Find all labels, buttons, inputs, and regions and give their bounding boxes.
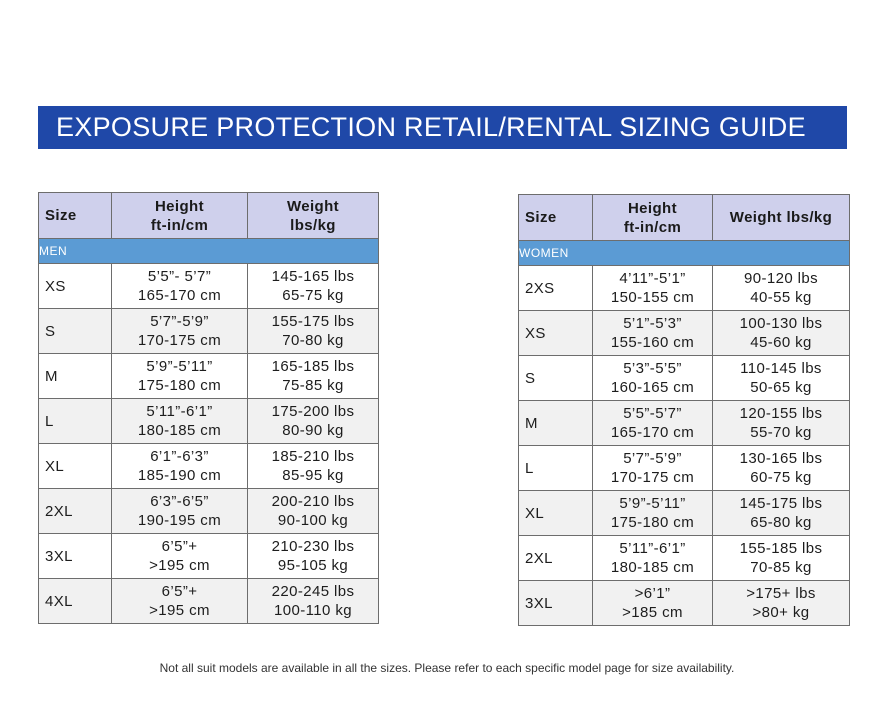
men-height-header: Height ft-in/cm — [111, 192, 248, 239]
size-cell: 2XL — [38, 488, 112, 534]
size-cell: L — [38, 398, 112, 444]
women-size-row: S 5’3”-5’5” 160-165 cm 110-145 lbs 50-65 kg — [518, 355, 850, 401]
weight-cell: 175-200 lbs 80-90 kg — [247, 398, 379, 444]
men-size-header: Size — [38, 192, 112, 239]
weight-cell: 100-130 lbs 45-60 kg — [712, 310, 850, 356]
size-cell: L — [518, 445, 593, 491]
weight-cell: 220-245 lbs 100-110 kg — [247, 578, 379, 624]
women-size-header: Size — [518, 194, 593, 241]
men-size-table: Size Height ft-in/cm Weight lbs/kg MEN XS 5… — [38, 192, 379, 624]
height-cell: 5’5”- 5’7” 165-170 cm — [111, 263, 248, 309]
size-cell: XS — [38, 263, 112, 309]
height-cell: 5’3”-5’5” 160-165 cm — [592, 355, 713, 401]
weight-cell: 130-165 lbs 60-75 kg — [712, 445, 850, 491]
guide-title-banner: EXPOSURE PROTECTION RETAIL/RENTAL SIZING… — [38, 106, 847, 149]
height-cell: 6’5”+ >195 cm — [111, 578, 248, 624]
men-size-row: 2XL 6’3”-6’5” 190-195 cm 200-210 lbs 90-100 … — [38, 488, 379, 534]
women-size-row: M 5’5”-5’7” 165-170 cm 120-155 lbs 55-70 kg — [518, 400, 850, 446]
women-section-bar: WOMEN — [518, 240, 850, 266]
size-cell: S — [518, 355, 593, 401]
men-section-label: MEN — [38, 238, 379, 264]
size-cell: XS — [518, 310, 593, 356]
men-size-row: M 5’9”-5’11” 175-180 cm 165-185 lbs 75-85 kg — [38, 353, 379, 399]
size-cell: 3XL — [518, 580, 593, 626]
men-section-bar: MEN — [38, 238, 379, 264]
size-cell: M — [38, 353, 112, 399]
weight-cell: 120-155 lbs 55-70 kg — [712, 400, 850, 446]
women-size-row: XL 5’9”-5’11” 175-180 cm 145-175 lbs 65-80 k… — [518, 490, 850, 536]
weight-cell: 145-175 lbs 65-80 kg — [712, 490, 850, 536]
size-cell: XL — [38, 443, 112, 489]
weight-cell: 90-120 lbs 40-55 kg — [712, 265, 850, 311]
height-cell: 5’7”-5’9” 170-175 cm — [111, 308, 248, 354]
weight-cell: 210-230 lbs 95-105 kg — [247, 533, 379, 579]
size-cell: XL — [518, 490, 593, 536]
size-availability-footnote: Not all suit models are available in all… — [159, 661, 735, 675]
size-cell: 3XL — [38, 533, 112, 579]
height-cell: 6’5”+ >195 cm — [111, 533, 248, 579]
women-height-header: Height ft-in/cm — [592, 194, 713, 241]
height-cell: 5’1”-5’3” 155-160 cm — [592, 310, 713, 356]
weight-cell: 145-165 lbs 65-75 kg — [247, 263, 379, 309]
height-cell: 5’9”-5’11” 175-180 cm — [111, 353, 248, 399]
men-size-row: XL 6’1”-6’3” 185-190 cm 185-210 lbs 85-95 kg — [38, 443, 379, 489]
size-cell: 2XS — [518, 265, 593, 311]
men-size-row: 4XL 6’5”+ >195 cm 220-245 lbs 100-110 kg — [38, 578, 379, 624]
height-cell: 5’7”-5’9” 170-175 cm — [592, 445, 713, 491]
weight-cell: 110-145 lbs 50-65 kg — [712, 355, 850, 401]
height-cell: >6’1” >185 cm — [592, 580, 713, 626]
height-cell: 5’9”-5’11” 175-180 cm — [592, 490, 713, 536]
men-size-row: S 5’7”-5’9” 170-175 cm 155-175 lbs 70-80 kg — [38, 308, 379, 354]
women-weight-header: Weight lbs/kg — [712, 194, 850, 241]
women-size-row: 3XL >6’1” >185 cm >175+ lbs >80+ kg — [518, 580, 850, 626]
weight-cell: 155-185 lbs 70-85 kg — [712, 535, 850, 581]
height-cell: 5’11”-6’1” 180-185 cm — [111, 398, 248, 444]
size-cell: 2XL — [518, 535, 593, 581]
women-size-row: L 5’7”-5’9” 170-175 cm 130-165 lbs 60-75 kg — [518, 445, 850, 491]
men-size-row: L 5’11”-6’1” 180-185 cm 175-200 lbs 80-90 kg — [38, 398, 379, 444]
women-section-label: WOMEN — [518, 240, 850, 266]
women-size-row: XS 5’1”-5’3” 155-160 cm 100-130 lbs 45-60 kg — [518, 310, 850, 356]
weight-cell: 200-210 lbs 90-100 kg — [247, 488, 379, 534]
size-cell: S — [38, 308, 112, 354]
weight-cell: 155-175 lbs 70-80 kg — [247, 308, 379, 354]
men-header-row: Size Height ft-in/cm Weight lbs/kg — [38, 192, 379, 239]
height-cell: 5’5”-5’7” 165-170 cm — [592, 400, 713, 446]
men-size-row: 3XL 6’5”+ >195 cm 210-230 lbs 95-105 kg — [38, 533, 379, 579]
men-size-row: XS 5’5”- 5’7” 165-170 cm 145-165 lbs 65-75 k… — [38, 263, 379, 309]
size-cell: 4XL — [38, 578, 112, 624]
height-cell: 6’1”-6’3” 185-190 cm — [111, 443, 248, 489]
weight-cell: 185-210 lbs 85-95 kg — [247, 443, 379, 489]
guide-title: EXPOSURE PROTECTION RETAIL/RENTAL SIZING… — [56, 112, 806, 142]
size-cell: M — [518, 400, 593, 446]
women-size-row: 2XS 4’11”-5’1” 150-155 cm 90-120 lbs 40-55 k… — [518, 265, 850, 311]
women-header-row: Size Height ft-in/cm Weight lbs/kg — [518, 194, 850, 241]
height-cell: 5’11”-6’1” 180-185 cm — [592, 535, 713, 581]
weight-cell: >175+ lbs >80+ kg — [712, 580, 850, 626]
women-size-table: Size Height ft-in/cm Weight lbs/kg WOMEN … — [518, 194, 850, 626]
weight-cell: 165-185 lbs 75-85 kg — [247, 353, 379, 399]
height-cell: 6’3”-6’5” 190-195 cm — [111, 488, 248, 534]
men-weight-header: Weight lbs/kg — [247, 192, 379, 239]
height-cell: 4’11”-5’1” 150-155 cm — [592, 265, 713, 311]
women-size-row: 2XL 5’11”-6’1” 180-185 cm 155-185 lbs 70-85 … — [518, 535, 850, 581]
